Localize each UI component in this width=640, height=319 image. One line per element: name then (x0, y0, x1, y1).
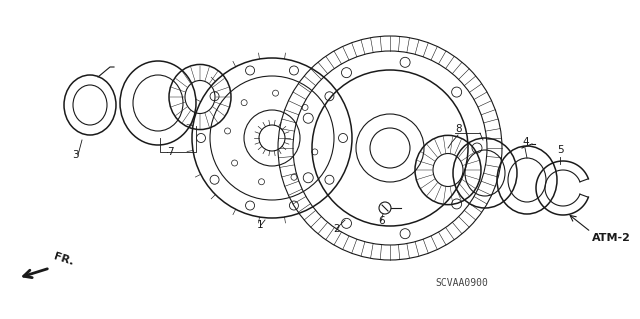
Text: FR.: FR. (52, 251, 75, 267)
Text: 8: 8 (455, 124, 461, 134)
Text: 5: 5 (557, 145, 564, 155)
Text: 4: 4 (522, 137, 529, 147)
Text: 7: 7 (167, 147, 173, 157)
Text: 2: 2 (333, 224, 340, 234)
Text: 1: 1 (257, 220, 264, 230)
Text: ATM-2: ATM-2 (592, 233, 631, 243)
Text: 3: 3 (72, 150, 79, 160)
Text: 6: 6 (378, 216, 385, 226)
Text: SCVAA0900: SCVAA0900 (436, 278, 488, 288)
